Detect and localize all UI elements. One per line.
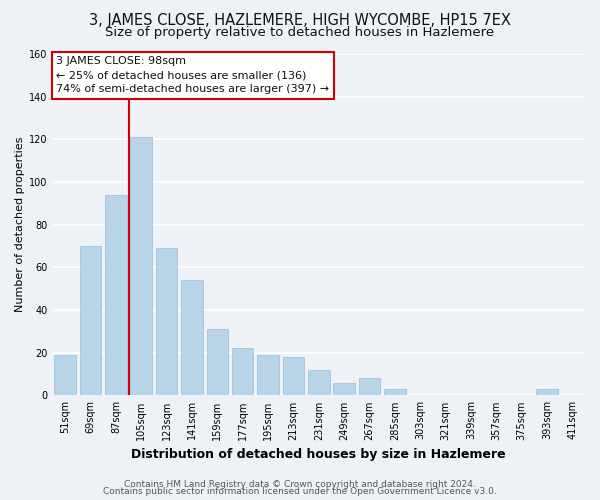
Bar <box>308 370 329 396</box>
Bar <box>334 382 355 396</box>
Bar <box>55 355 76 396</box>
Bar <box>206 330 228 396</box>
Bar <box>105 195 127 396</box>
X-axis label: Distribution of detached houses by size in Hazlemere: Distribution of detached houses by size … <box>131 448 506 461</box>
Bar <box>181 280 203 396</box>
Bar <box>384 389 406 396</box>
Bar <box>130 137 152 396</box>
Bar <box>80 246 101 396</box>
Text: 3, JAMES CLOSE, HAZLEMERE, HIGH WYCOMBE, HP15 7EX: 3, JAMES CLOSE, HAZLEMERE, HIGH WYCOMBE,… <box>89 12 511 28</box>
Bar <box>536 389 558 396</box>
Y-axis label: Number of detached properties: Number of detached properties <box>15 137 25 312</box>
Text: Contains HM Land Registry data © Crown copyright and database right 2024.: Contains HM Land Registry data © Crown c… <box>124 480 476 489</box>
Bar <box>283 357 304 396</box>
Bar <box>232 348 253 396</box>
Bar <box>359 378 380 396</box>
Bar <box>257 355 279 396</box>
Text: Size of property relative to detached houses in Hazlemere: Size of property relative to detached ho… <box>106 26 494 39</box>
Bar <box>156 248 178 396</box>
Text: 3 JAMES CLOSE: 98sqm
← 25% of detached houses are smaller (136)
74% of semi-deta: 3 JAMES CLOSE: 98sqm ← 25% of detached h… <box>56 56 329 94</box>
Text: Contains public sector information licensed under the Open Government Licence v3: Contains public sector information licen… <box>103 488 497 496</box>
